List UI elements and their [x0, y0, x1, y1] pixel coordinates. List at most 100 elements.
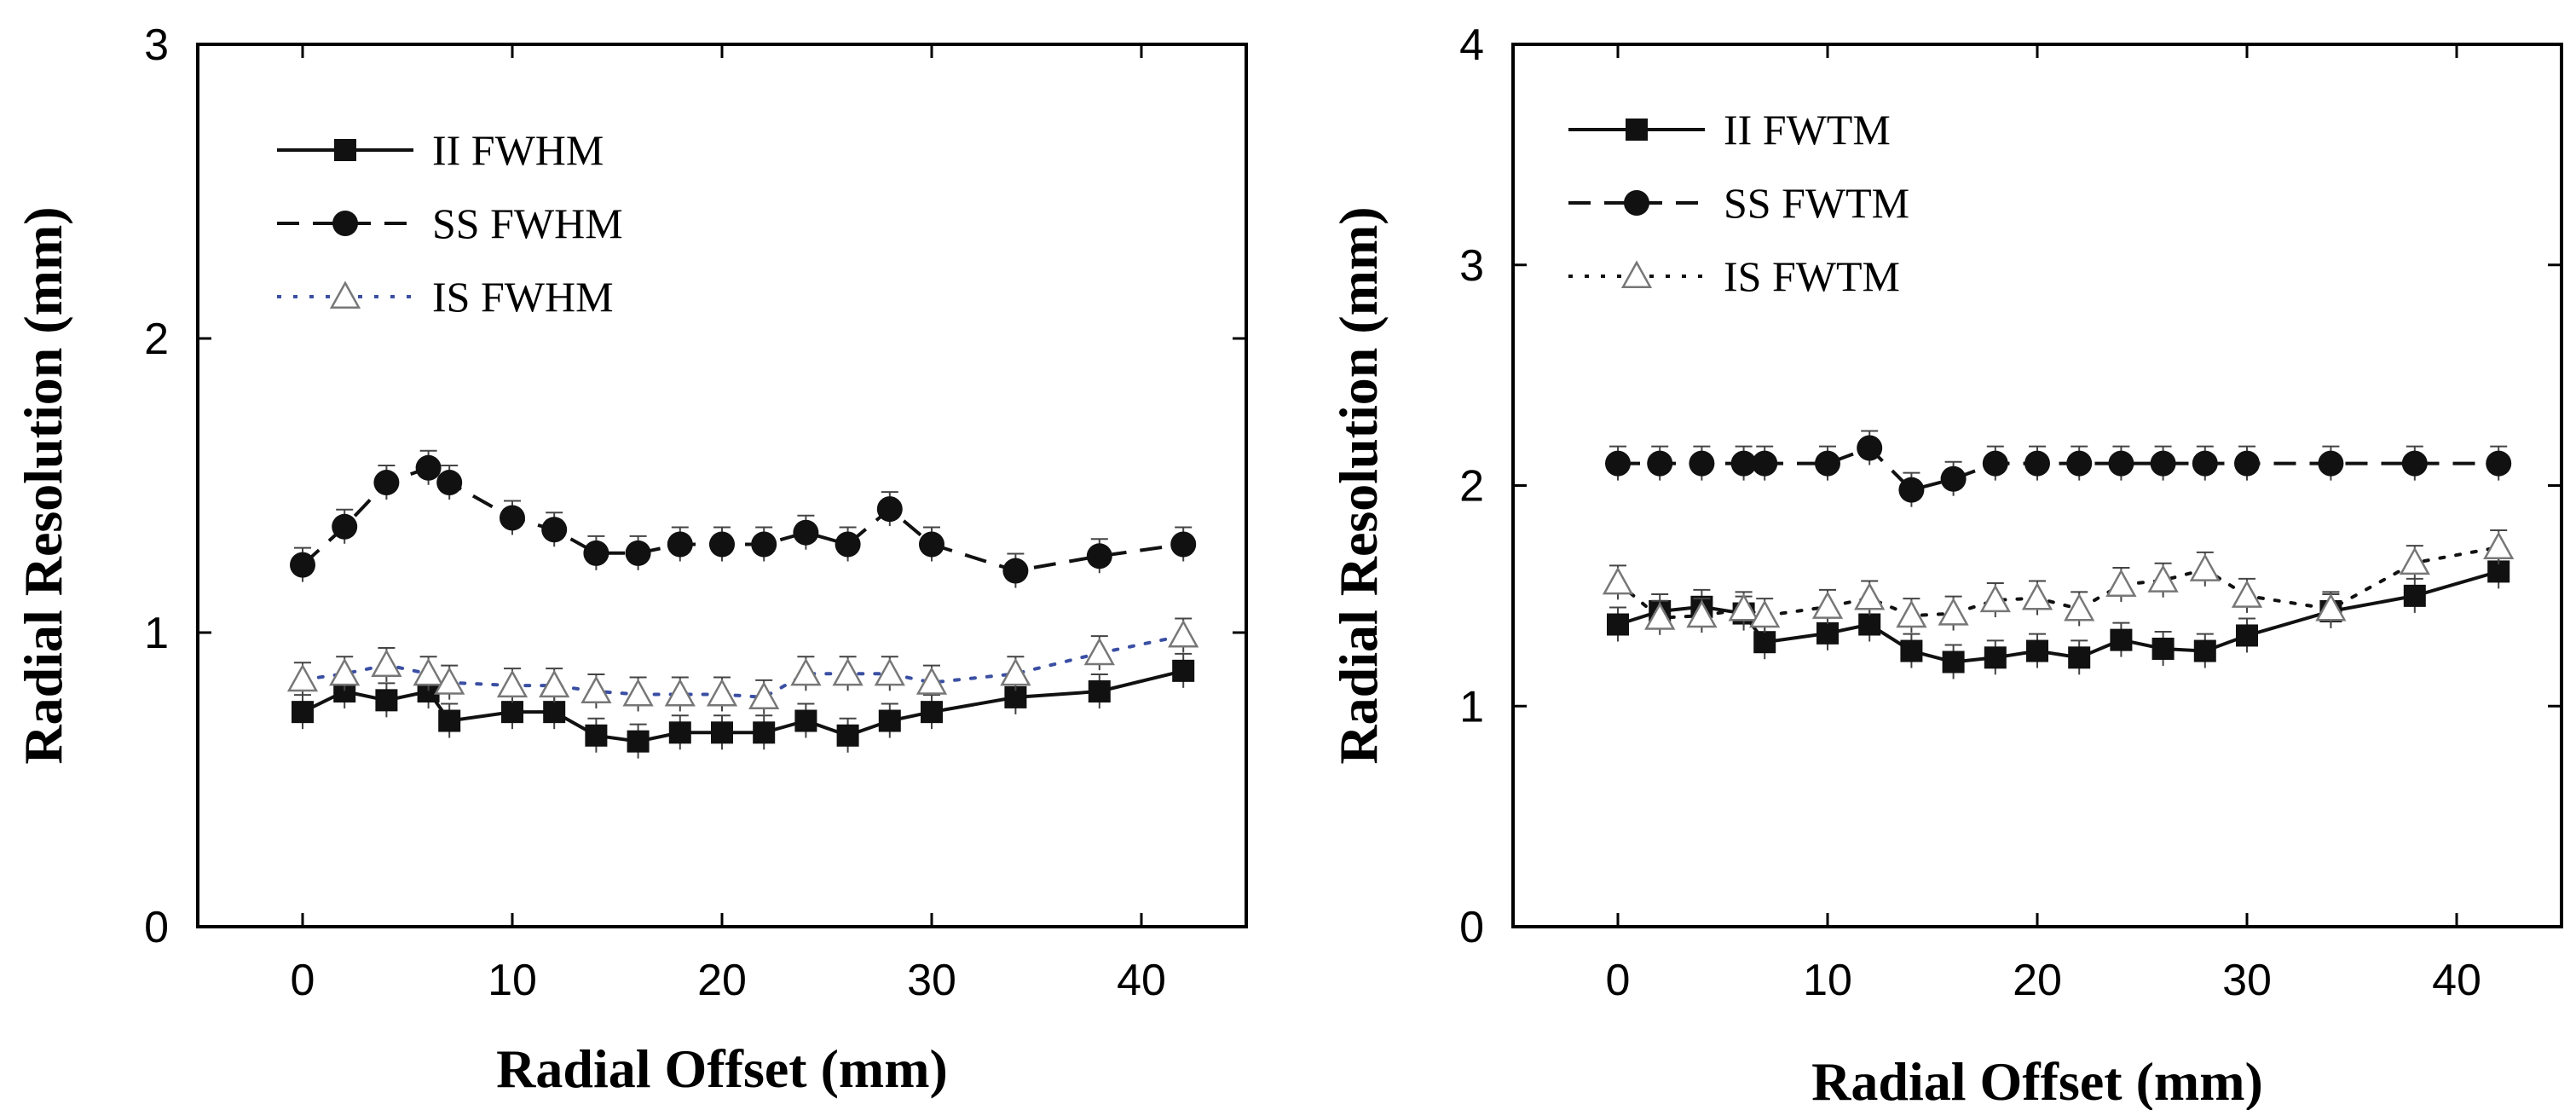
data-point: [627, 730, 650, 753]
data-point: [2236, 624, 2258, 647]
series-is-fwtm: [1602, 529, 2515, 635]
data-point: [1728, 593, 1759, 621]
x-tick-label: 10: [1803, 956, 1852, 1005]
data-point: [2024, 450, 2050, 477]
data-point: [2150, 450, 2176, 477]
data-point: [580, 675, 612, 704]
data-point: [1686, 599, 1718, 628]
data-point: [874, 657, 905, 686]
left-chart-panel: 0 10 20 30 40 0 1 2 3 Radial Offset (mm) Radial Re…: [13, 20, 1248, 1099]
data-point: [1984, 646, 2007, 669]
legend-marker: [1624, 190, 1649, 216]
y-axis-title: Radial Resolution (mm): [13, 206, 73, 764]
data-point: [2483, 531, 2515, 559]
data-point: [290, 552, 315, 578]
y-tick-label: 2: [144, 315, 169, 364]
data-point: [793, 519, 819, 546]
data-point: [585, 724, 608, 747]
data-point: [622, 678, 654, 707]
x-tick-label: 30: [2222, 956, 2272, 1005]
y-tick-label: 1: [144, 609, 169, 658]
data-point: [2064, 593, 2095, 621]
data-point: [2403, 584, 2426, 607]
data-point: [1644, 602, 1676, 630]
legend-entry: IS FWHM: [277, 273, 614, 321]
series-ss-fwtm: [1605, 430, 2512, 507]
data-point: [286, 663, 319, 692]
data-point: [375, 689, 398, 712]
data-point: [1816, 621, 1839, 645]
data-point: [1938, 598, 1969, 626]
legend-label: II FWHM: [432, 126, 604, 174]
legend-label: IS FWHM: [432, 273, 614, 321]
data-point: [667, 531, 693, 558]
data-point: [2315, 593, 2347, 621]
legend-entry: II FWHM: [277, 126, 604, 174]
data-point: [835, 531, 861, 558]
data-point: [2066, 450, 2093, 477]
data-point: [706, 678, 738, 707]
data-point: [583, 540, 609, 566]
legend-marker: [329, 280, 361, 309]
x-tick-label: 20: [2013, 956, 2062, 1005]
data-point: [496, 669, 528, 698]
data-point: [1086, 543, 1112, 569]
data-point: [413, 657, 444, 686]
data-point: [373, 470, 400, 496]
legend-label: II FWTM: [1724, 106, 1891, 153]
x-axis-title: Radial Offset (mm): [496, 1038, 948, 1099]
data-point: [1942, 650, 1965, 674]
y-tick-label: 3: [1459, 241, 1484, 291]
y-tick-label: 3: [144, 20, 169, 70]
data-point: [415, 454, 442, 481]
x-tick-label: 20: [697, 956, 747, 1005]
data-point: [794, 709, 817, 732]
legend-marker: [334, 139, 356, 161]
data-point: [1811, 591, 1844, 619]
data-point: [2026, 639, 2048, 662]
x-tick-label: 10: [488, 956, 537, 1005]
data-point: [1172, 659, 1195, 682]
data-point: [1752, 450, 1778, 477]
data-point: [1940, 465, 1967, 492]
data-point: [332, 513, 358, 540]
data-point: [2401, 450, 2428, 477]
series-is-fwhm: [286, 617, 1199, 714]
series-ii-fwhm: [292, 652, 1195, 759]
data-point: [2192, 450, 2218, 477]
data-point: [919, 531, 944, 558]
legend-entry: SS FWTM: [1568, 179, 1909, 227]
x-tick-label: 0: [291, 956, 315, 1005]
data-point: [2189, 553, 2221, 581]
legend-entry: IS FWTM: [1568, 252, 1900, 300]
series-ss-fwhm: [290, 449, 1197, 588]
x-tick-label: 40: [1117, 956, 1166, 1005]
data-point: [1083, 637, 1115, 666]
data-point: [790, 657, 822, 686]
data-point: [876, 496, 903, 523]
data-point: [1607, 613, 1629, 636]
data-point: [1896, 599, 1927, 628]
data-point: [1815, 450, 1840, 477]
data-point: [2399, 546, 2430, 575]
data-point: [2147, 564, 2179, 593]
data-point: [915, 667, 948, 695]
data-point: [709, 531, 735, 558]
legend-label: SS FWHM: [432, 199, 623, 247]
data-point: [1000, 657, 1031, 686]
data-point: [1749, 599, 1781, 628]
y-tick-label: 4: [1459, 20, 1484, 70]
data-point: [1979, 584, 2011, 613]
data-point: [539, 669, 570, 698]
data-point: [500, 505, 525, 531]
data-point: [1168, 619, 1199, 648]
y-tick-label: 2: [1459, 462, 1484, 512]
data-point: [2193, 639, 2216, 662]
right-chart-panel: 0 10 20 30 40 0 1 2 3 4 Radial Offset (mm) Radial R…: [1328, 20, 2563, 1110]
data-point: [2486, 450, 2512, 477]
data-point: [1898, 477, 1925, 503]
data-point: [1857, 435, 1883, 461]
data-point: [1858, 613, 1881, 636]
data-point: [1689, 450, 1715, 477]
data-point: [2151, 637, 2175, 660]
